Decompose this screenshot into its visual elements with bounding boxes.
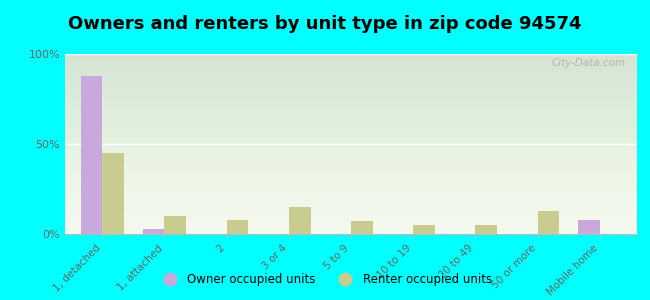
Bar	[227, 220, 248, 234]
Bar	[475, 225, 497, 234]
Bar	[164, 216, 187, 234]
Bar	[102, 153, 124, 234]
Bar	[413, 225, 435, 234]
Bar	[143, 229, 164, 234]
Bar	[538, 211, 559, 234]
Legend: Owner occupied units, Renter occupied units: Owner occupied units, Renter occupied un…	[153, 269, 497, 291]
Text: Owners and renters by unit type in zip code 94574: Owners and renters by unit type in zip c…	[68, 15, 582, 33]
Bar	[289, 207, 311, 234]
Bar	[81, 76, 102, 234]
Bar	[578, 220, 600, 234]
Text: City-Data.com: City-Data.com	[551, 58, 625, 68]
Bar	[351, 221, 372, 234]
